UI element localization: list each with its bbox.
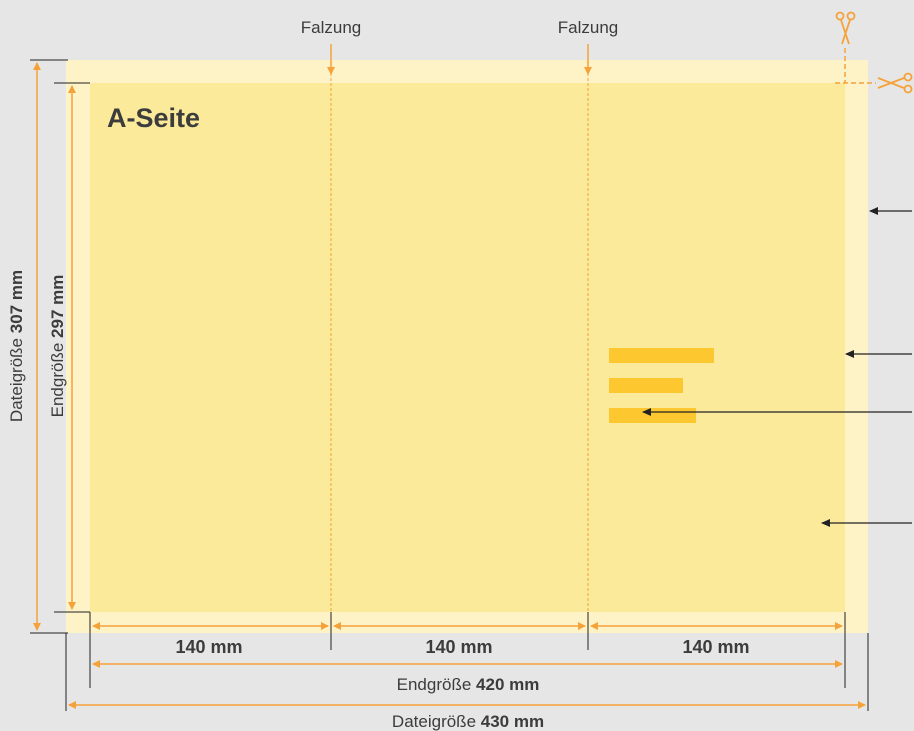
- text-block-line-2: [609, 378, 683, 393]
- final-height-label: Endgröße 297 mm: [48, 275, 67, 418]
- panel-2-width-label: 140 mm: [425, 637, 492, 657]
- file-width-label: Dateigröße 430 mm: [392, 712, 544, 731]
- fold-label-1: Falzung: [301, 18, 361, 37]
- page-label: A-Seite: [107, 103, 200, 133]
- file-height-label: Dateigröße 307 mm: [7, 270, 26, 422]
- panel-3-width-label: 140 mm: [682, 637, 749, 657]
- fold-label-2: Falzung: [558, 18, 618, 37]
- text-block-line-1: [609, 348, 714, 363]
- text-block-line-3: [609, 408, 696, 423]
- scissors-icon: [877, 72, 913, 94]
- scissors-icon: [835, 11, 856, 45]
- page-area: [90, 83, 845, 612]
- panel-1-width-label: 140 mm: [175, 637, 242, 657]
- final-width-label: Endgröße 420 mm: [397, 675, 540, 694]
